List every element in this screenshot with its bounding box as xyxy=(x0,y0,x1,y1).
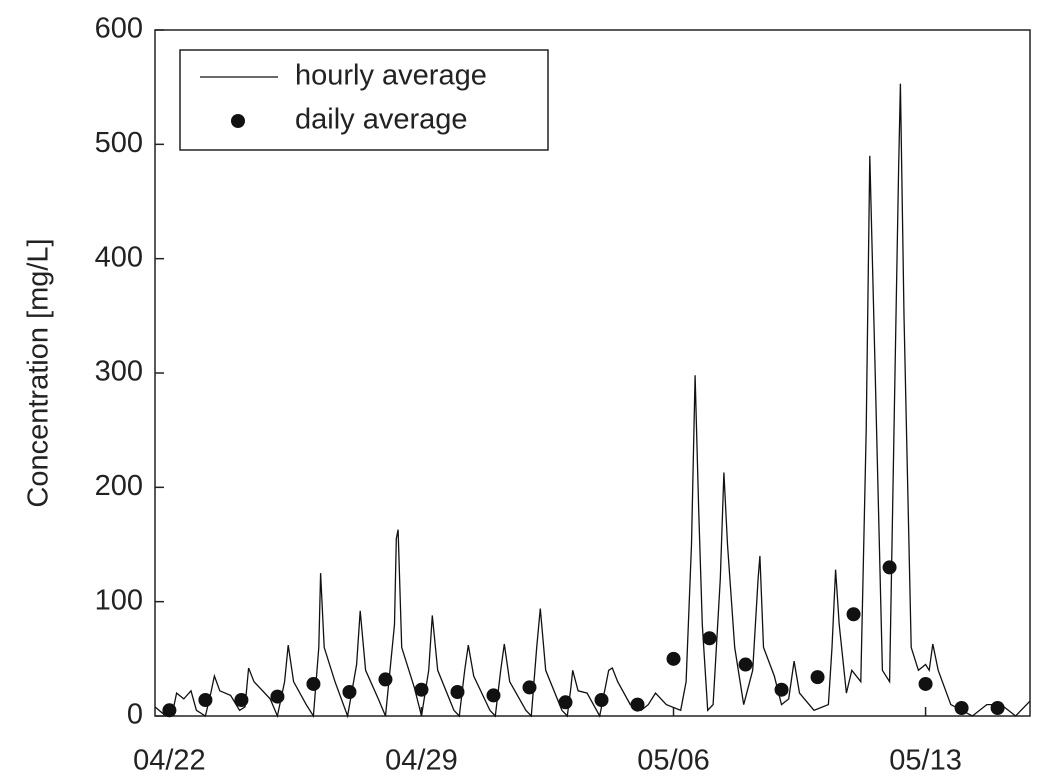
daily-point xyxy=(234,692,249,707)
daily-point xyxy=(162,703,177,718)
y-tick-label: 100 xyxy=(95,584,143,616)
daily-point xyxy=(270,689,285,704)
y-tick-label: 0 xyxy=(127,699,143,731)
daily-point xyxy=(450,684,465,699)
daily-point xyxy=(954,700,969,715)
daily-point xyxy=(198,692,213,707)
daily-point xyxy=(558,695,573,710)
y-tick-label: 500 xyxy=(95,127,143,159)
daily-point xyxy=(774,682,789,697)
y-tick-label: 200 xyxy=(95,470,143,502)
x-tick-label: 05/13 xyxy=(889,745,962,777)
hourly-line xyxy=(154,83,1031,719)
x-tick-label: 04/22 xyxy=(133,745,206,777)
daily-point xyxy=(990,700,1005,715)
daily-point xyxy=(306,676,321,691)
legend-box xyxy=(179,49,549,151)
y-tick-label: 600 xyxy=(95,13,143,45)
daily-point xyxy=(810,670,825,685)
daily-point xyxy=(846,607,861,622)
daily-point xyxy=(522,680,537,695)
daily-point xyxy=(486,688,501,703)
legend-dot xyxy=(231,114,245,128)
y-tick-label: 400 xyxy=(95,241,143,273)
daily-point xyxy=(414,682,429,697)
y-axis-label: Concentration [mg/L] xyxy=(23,238,55,507)
daily-point xyxy=(666,651,681,666)
y-tick-label: 300 xyxy=(95,356,143,388)
x-tick-label: 05/06 xyxy=(637,745,710,777)
daily-point xyxy=(630,697,645,712)
daily-point xyxy=(918,676,933,691)
daily-point xyxy=(378,672,393,687)
daily-point xyxy=(342,684,357,699)
daily-point xyxy=(702,631,717,646)
legend-label: hourly average xyxy=(295,60,487,92)
legend-label: daily average xyxy=(295,104,468,136)
daily-point xyxy=(738,657,753,672)
daily-point xyxy=(882,560,897,575)
daily-point xyxy=(594,692,609,707)
x-tick-label: 04/29 xyxy=(385,745,458,777)
